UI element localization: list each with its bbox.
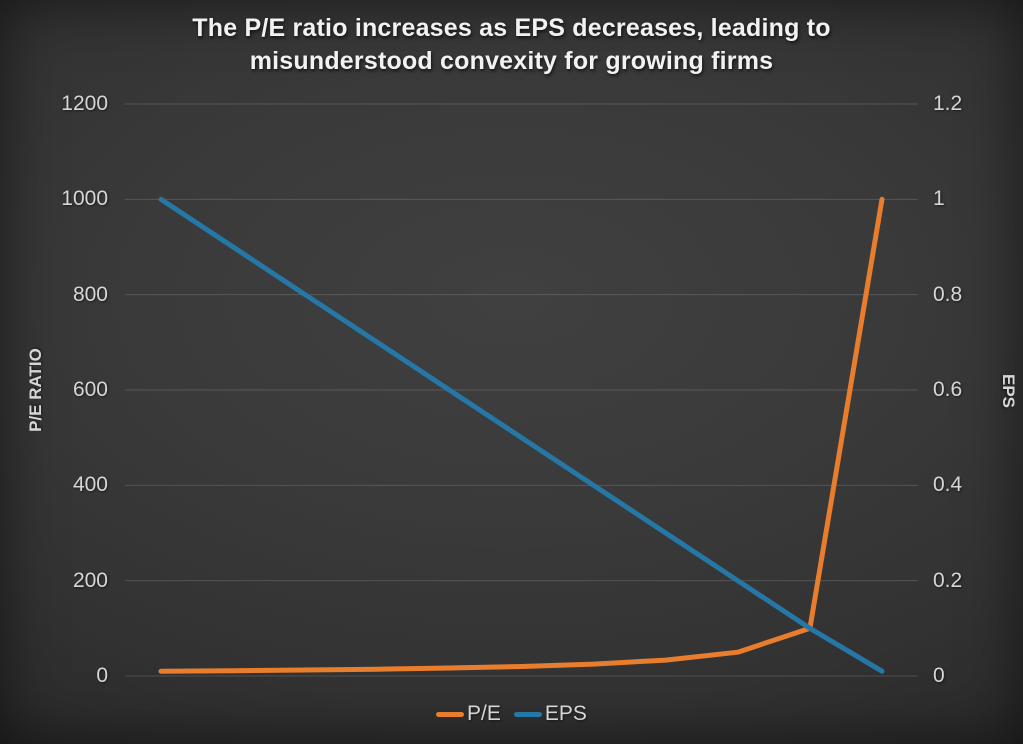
series-line-pe bbox=[158, 196, 885, 674]
right-axis-tick-label: 1.2 bbox=[933, 92, 963, 115]
right-axis-tick-label: 0.2 bbox=[933, 568, 963, 592]
right-axis-tick-label: 0 bbox=[933, 664, 945, 687]
legend-item-pe: P/E bbox=[436, 702, 501, 726]
legend-label: P/E bbox=[467, 702, 501, 725]
legend: P/E EPS bbox=[0, 702, 1023, 726]
left-axis-tick-label: 1200 bbox=[61, 92, 108, 115]
legend-label: EPS bbox=[544, 702, 587, 725]
left-axis-tick-label: 0 bbox=[96, 664, 108, 687]
left-axis-tick-label: 1000 bbox=[61, 187, 108, 211]
legend-swatch bbox=[436, 711, 465, 717]
left-axis-tick-label: 200 bbox=[72, 568, 108, 592]
right-axis-tick-label: 0.8 bbox=[933, 282, 963, 306]
legend-item-eps: EPS bbox=[513, 702, 587, 726]
left-axis-tick-label: 600 bbox=[72, 378, 108, 401]
right-axis-tick-label: 1 bbox=[933, 187, 945, 211]
chart-title: The P/E ratio increases as EPS decreases… bbox=[192, 14, 831, 75]
left-axis-tick-label: 400 bbox=[72, 473, 108, 497]
series-line-eps bbox=[158, 196, 885, 674]
right-axis-tick-label: 0.4 bbox=[933, 473, 963, 497]
left-axis-tick-label: 800 bbox=[72, 282, 108, 306]
legend-swatch bbox=[513, 711, 542, 717]
right-axis-tick-label: 0.6 bbox=[933, 378, 963, 401]
